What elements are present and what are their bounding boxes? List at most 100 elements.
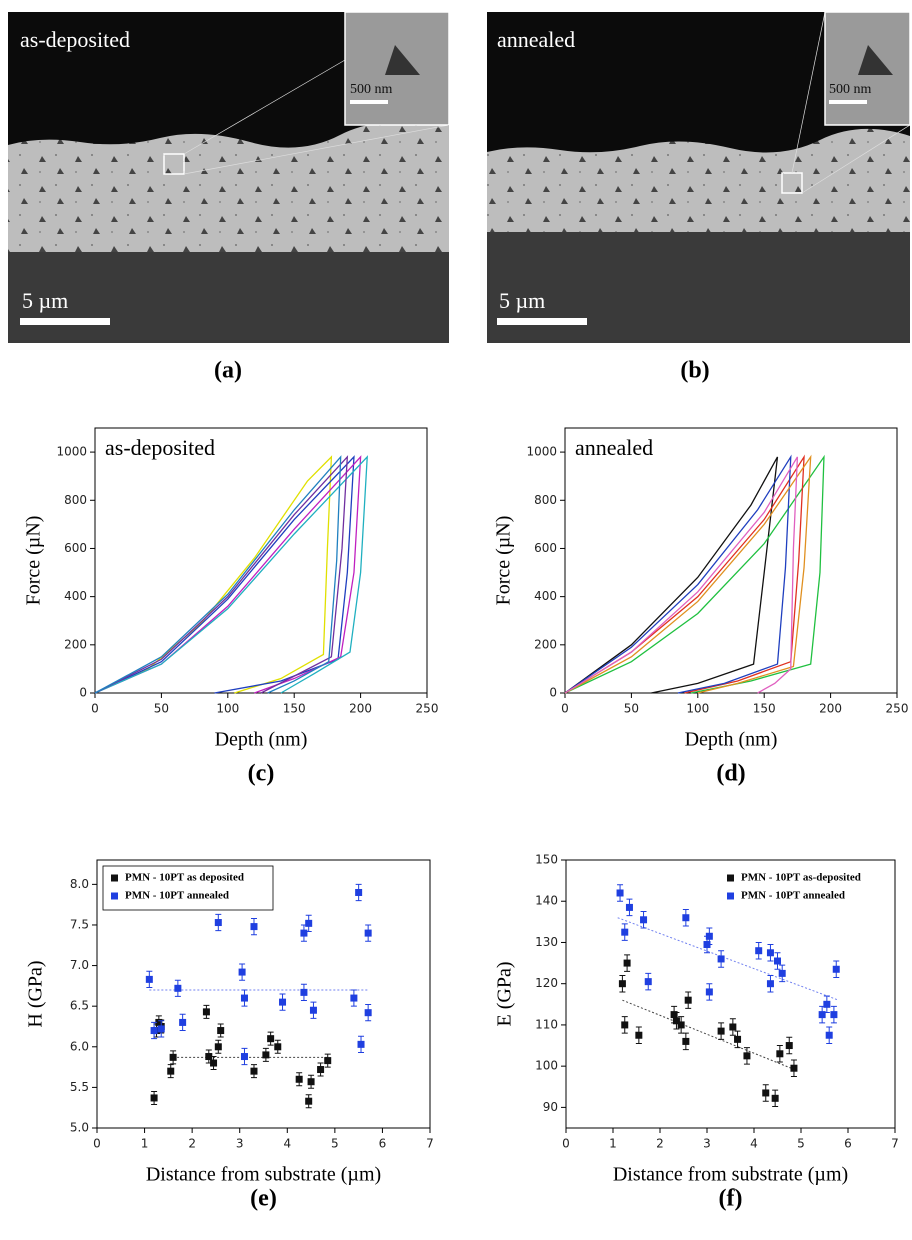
inset-scale-label: 500 nm	[829, 82, 872, 97]
indent-box	[163, 153, 185, 175]
point	[717, 955, 725, 963]
indent	[858, 45, 893, 75]
caption: (b)	[680, 358, 709, 384]
point	[364, 929, 372, 937]
point	[300, 988, 308, 996]
y-tick-label: 400	[534, 589, 557, 603]
y-tick-label: 600	[64, 541, 87, 555]
scale-bar	[497, 318, 587, 325]
point	[672, 1017, 680, 1025]
inset-scale-label: 500 nm	[350, 82, 393, 97]
y-tick-label: 140	[535, 894, 558, 908]
legend-marker	[111, 892, 118, 900]
point	[179, 1018, 187, 1026]
y-tick-label: 7.0	[70, 958, 89, 972]
y-tick-label: 0	[79, 686, 87, 700]
point	[623, 959, 631, 967]
point	[644, 978, 652, 986]
y-tick-label: 110	[535, 1017, 558, 1031]
point	[785, 1042, 793, 1050]
chart: 0 1 2 3 4 5 6 7 90 100 110 120 130 140 150 Distance fro…	[494, 853, 899, 1212]
legend-marker	[727, 874, 734, 882]
point	[357, 1040, 365, 1048]
curve	[94, 455, 333, 694]
zoom-line	[183, 59, 346, 155]
y-tick-label: 7.5	[70, 917, 89, 931]
indent	[385, 45, 420, 75]
sem-image: 500 nm as-deposited 5 µm	[8, 11, 450, 343]
point	[717, 1027, 725, 1035]
y-tick-label: 200	[64, 637, 87, 651]
x-tick-label: 4	[750, 1137, 758, 1151]
y-tick-label: 1000	[56, 445, 87, 459]
substrate	[8, 252, 449, 343]
point	[217, 1027, 225, 1035]
sem-image: 500 nm annealed 5 µm	[487, 11, 911, 343]
point	[766, 980, 774, 988]
y-tick-label: 1000	[526, 445, 557, 459]
point	[355, 888, 363, 896]
legend-frame	[102, 865, 274, 911]
point	[279, 998, 287, 1006]
y-tick-label: 130	[535, 935, 558, 949]
x-tick-label: 3	[236, 1137, 244, 1151]
y-tick-label: 800	[534, 493, 557, 507]
x-axis-label: Distance from substrate (µm)	[613, 1164, 848, 1186]
point	[705, 932, 713, 940]
point	[682, 914, 690, 922]
point	[324, 1057, 332, 1065]
annotation: annealed	[575, 435, 653, 460]
point	[205, 1053, 213, 1061]
y-tick-label: 0	[549, 686, 557, 700]
y-tick-label: 90	[543, 1100, 558, 1114]
point	[640, 916, 648, 924]
point	[350, 994, 358, 1002]
point	[705, 988, 713, 996]
point	[317, 1066, 325, 1074]
point	[250, 923, 258, 931]
x-tick-label: 5	[797, 1137, 805, 1151]
inset-scale-bar	[350, 100, 388, 104]
y-tick-label: 5.0	[70, 1121, 89, 1135]
x-tick-label: 6	[379, 1137, 387, 1151]
y-tick-label: 8.0	[70, 877, 89, 891]
scale-label: 5 µm	[22, 288, 68, 313]
x-tick-label: 250	[416, 702, 439, 716]
point	[771, 1094, 779, 1102]
curve	[564, 456, 779, 694]
image-label: annealed	[497, 27, 575, 52]
point	[635, 1031, 643, 1039]
x-axis-label: Distance from substrate (µm)	[146, 1164, 381, 1186]
point	[145, 975, 153, 983]
x-tick-label: 1	[141, 1137, 149, 1151]
trend-line	[617, 917, 839, 1001]
x-axis-label: Depth (nm)	[215, 729, 308, 751]
film-layer	[487, 128, 910, 232]
point	[790, 1064, 798, 1072]
point	[240, 994, 248, 1002]
y-tick-label: 5.5	[70, 1080, 89, 1094]
y-tick-label: 6.0	[70, 1039, 89, 1053]
curve	[94, 455, 349, 694]
inset-scale-bar	[829, 100, 867, 104]
point	[823, 1000, 831, 1008]
y-tick-label: 100	[535, 1059, 558, 1073]
x-tick-label: 150	[283, 702, 306, 716]
curve	[564, 454, 812, 694]
chart: 0 1 2 3 4 5 6 7 5.0 5.5 6.0 6.5 7.0 7.5 8.0 Distance fr…	[25, 859, 434, 1212]
curve	[564, 454, 805, 694]
zoom-line	[183, 124, 450, 175]
chart: 0 50 100 150 200 250 0 200 400 600 800 1000 Depth (n…	[23, 427, 439, 787]
point	[250, 1067, 258, 1075]
zoom-line	[791, 11, 826, 174]
point	[625, 903, 633, 911]
x-tick-label: 250	[886, 702, 909, 716]
point	[157, 1025, 165, 1033]
x-tick-label: 5	[331, 1137, 339, 1151]
y-tick-label: 800	[64, 493, 87, 507]
point	[677, 1021, 685, 1029]
x-tick-label: 3	[703, 1137, 711, 1151]
caption: (c)	[248, 761, 275, 787]
point	[766, 949, 774, 957]
